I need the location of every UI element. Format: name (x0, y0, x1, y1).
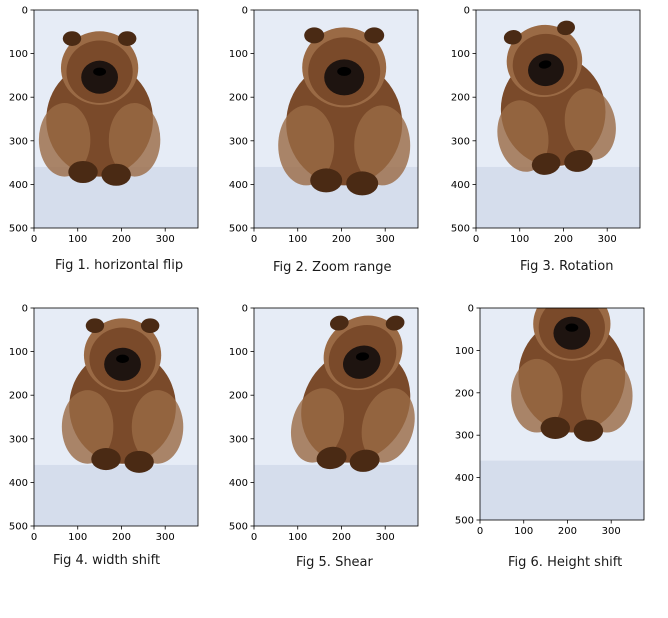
x-tick-label: 300 (156, 234, 175, 245)
y-tick-label: 100 (229, 347, 248, 358)
x-tick-label: 200 (112, 234, 131, 245)
axes-frame-6 (479, 307, 645, 521)
x-tick-label: 200 (332, 234, 351, 245)
x-tick-label: 0 (31, 234, 37, 245)
y-tick-label: 400 (9, 478, 28, 489)
y-tick-label: 400 (9, 180, 28, 191)
y-tick-label: 200 (9, 93, 28, 104)
y-tick-label: 400 (229, 180, 248, 191)
y-tick-label: 500 (455, 516, 474, 527)
x-tick-label: 0 (473, 234, 479, 245)
figure-panel-4: 0 100 200 300 0 100 200 300 400 500 Fig 4. width … (0, 298, 220, 598)
y-tick-label: 100 (451, 49, 470, 60)
y-tick-label: 200 (229, 391, 248, 402)
x-tick-label: 300 (376, 234, 395, 245)
y-tick-label: 400 (455, 473, 474, 484)
figure-panel-5: 0 100 200 300 0 100 200 300 400 500 Fig 5. Shear (220, 298, 445, 598)
y-tick-label: 300 (455, 431, 474, 442)
x-tick-label: 200 (554, 234, 573, 245)
y-tick-label: 500 (229, 522, 248, 533)
y-tick-label: 200 (455, 388, 474, 399)
x-tick-label: 300 (602, 526, 621, 537)
figure-panel-6: 0 100 200 300 0 100 200 300 400 500 Fig 6. Height… (445, 298, 668, 598)
y-tick-label: 200 (229, 93, 248, 104)
y-tick-label: 500 (229, 224, 248, 235)
caption-1: Fig 1. horizontal flip (55, 258, 184, 273)
y-tick-label: 0 (242, 6, 248, 17)
x-tick-label: 300 (598, 234, 617, 245)
puppy-image-5 (254, 308, 418, 526)
y-tick-label: 500 (9, 224, 28, 235)
x-tick-label: 300 (376, 532, 395, 543)
caption-6: Fig 6. Height shift (508, 555, 623, 570)
caption-3: Fig 3. Rotation (520, 259, 614, 274)
y-tick-label: 300 (9, 136, 28, 147)
puppy-image-3 (476, 10, 640, 228)
caption-5: Fig 5. Shear (296, 555, 373, 570)
axes-frame-2 (253, 9, 419, 229)
y-tick-label: 100 (455, 346, 474, 357)
plot-5: 0 100 200 300 0 100 200 300 400 500 (229, 304, 419, 543)
x-tick-label: 200 (558, 526, 577, 537)
puppy-image-1 (34, 10, 198, 228)
caption-2: Fig 2. Zoom range (273, 260, 392, 275)
y-tick-label: 0 (464, 6, 470, 17)
y-tick-label: 200 (451, 93, 470, 104)
puppy-image-4 (34, 308, 198, 526)
x-tick-label: 300 (156, 532, 175, 543)
x-tick-label: 200 (332, 532, 351, 543)
axes-frame-3 (475, 9, 641, 229)
y-tick-label: 300 (9, 434, 28, 445)
plot-6: 0 100 200 300 0 100 200 300 400 500 (455, 304, 645, 537)
x-tick-label: 0 (251, 532, 257, 543)
plot-1: 0 100 200 300 0 100 200 300 400 500 (9, 6, 199, 245)
x-tick-label: 100 (68, 234, 87, 245)
axes-frame-4 (33, 307, 199, 527)
y-tick-label: 100 (229, 49, 248, 60)
x-tick-label: 100 (288, 234, 307, 245)
y-tick-label: 300 (229, 136, 248, 147)
y-tick-label: 400 (451, 180, 470, 191)
axes-frame-1 (33, 9, 199, 229)
x-tick-label: 200 (112, 532, 131, 543)
puppy-image-6 (480, 308, 644, 520)
y-tick-label: 500 (451, 224, 470, 235)
x-tick-label: 100 (288, 532, 307, 543)
x-tick-label: 0 (31, 532, 37, 543)
axes-frame-5 (253, 307, 419, 527)
figure-panel-2: 0 100 200 300 0 100 200 300 400 500 Fig 2. Zoom r… (220, 0, 445, 290)
y-tick-label: 500 (9, 522, 28, 533)
y-tick-label: 300 (451, 136, 470, 147)
y-tick-label: 400 (229, 478, 248, 489)
y-tick-label: 0 (242, 304, 248, 315)
x-tick-label: 0 (251, 234, 257, 245)
plot-4: 0 100 200 300 0 100 200 300 400 500 (9, 304, 199, 543)
x-tick-label: 100 (68, 532, 87, 543)
y-tick-label: 0 (22, 304, 28, 315)
y-tick-label: 0 (22, 6, 28, 17)
y-tick-label: 200 (9, 391, 28, 402)
x-tick-label: 0 (477, 526, 483, 537)
plot-2: 0 100 200 300 0 100 200 300 400 500 (229, 6, 419, 245)
figure-panel-1: 0 100 200 300 0 100 200 300 400 500 Fig 1. horizo… (0, 0, 220, 290)
x-tick-label: 100 (510, 234, 529, 245)
y-tick-label: 0 (468, 304, 474, 315)
y-tick-label: 300 (229, 434, 248, 445)
plot-3: 0 100 200 300 0 100 200 300 400 500 (451, 6, 641, 245)
figure-panel-3: 0 100 200 300 0 100 200 300 400 500 Fig 3. Rotati… (445, 0, 668, 290)
y-tick-label: 100 (9, 49, 28, 60)
y-tick-label: 100 (9, 347, 28, 358)
x-tick-label: 100 (514, 526, 533, 537)
caption-4: Fig 4. width shift (53, 553, 161, 568)
puppy-image-2 (254, 10, 418, 228)
